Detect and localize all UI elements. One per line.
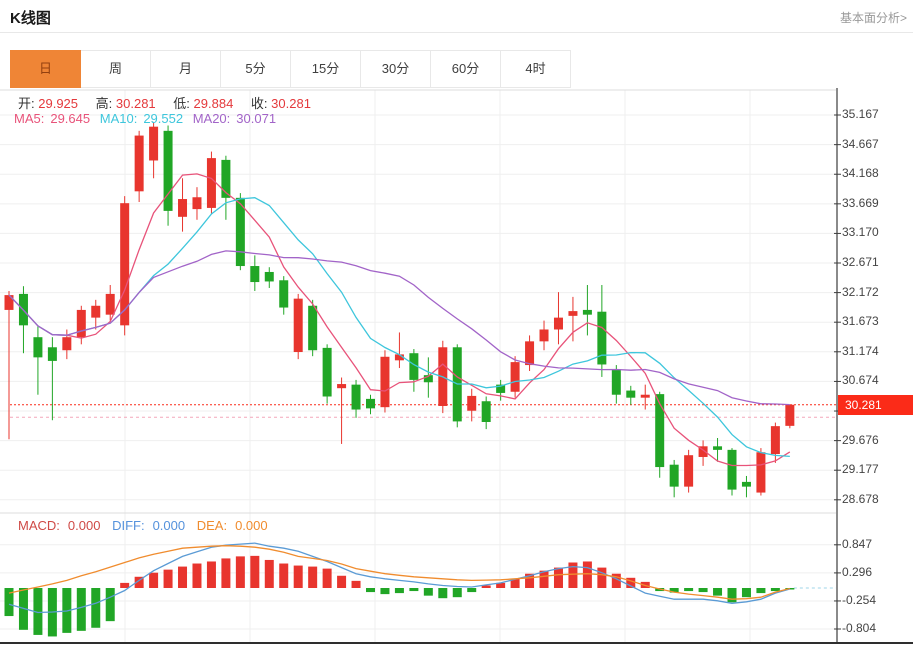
y-axis-label: 30.674 [842, 373, 879, 388]
tab-15min[interactable]: 15分 [291, 50, 361, 88]
dea-value: 0.000 [235, 518, 268, 533]
macd-legend: MACD: 0.000 DIFF: 0.000 DEA: 0.000 [18, 518, 276, 533]
title-divider [0, 32, 913, 33]
tab-30min[interactable]: 30分 [361, 50, 431, 88]
period-tab-bar: 日周月 5分 15分 30分 60分 4时 [10, 50, 571, 88]
close-value: 30.281 [271, 96, 311, 111]
tab-5min[interactable]: 5分 [221, 50, 291, 88]
y-axis-label: 31.673 [842, 314, 879, 329]
ma5-value: 29.645 [50, 111, 91, 126]
y-axis-label: 29.676 [842, 432, 879, 447]
high-label: 高: [95, 96, 113, 111]
y-axis-label: 31.174 [842, 343, 879, 358]
macd-value: 0.000 [67, 518, 101, 533]
y-axis-label: -0.804 [842, 621, 877, 635]
fundamental-analysis-link[interactable]: 基本面分析> [839, 11, 907, 25]
macd-label: MACD: [18, 518, 60, 533]
ma20-label: MA20: [192, 111, 231, 126]
dea-label: DEA: [196, 518, 228, 533]
tab-week[interactable]: 周 [81, 50, 151, 88]
ma20-value: 30.071 [236, 111, 277, 126]
y-axis-label: 34.168 [842, 166, 879, 181]
y-axis-label: 0.847 [842, 536, 873, 551]
y-axis-label: -0.254 [842, 592, 877, 607]
high-value: 30.281 [115, 96, 156, 111]
diff-label: DIFF: [112, 518, 145, 533]
y-axis-label: 35.167 [842, 107, 879, 121]
tab-60min[interactable]: 60分 [431, 50, 501, 88]
ma5-label: MA5: [14, 111, 45, 126]
y-axis-label: 33.170 [842, 225, 879, 240]
tab-month[interactable]: 月 [151, 50, 221, 88]
tab-day[interactable]: 日 [10, 50, 81, 88]
y-axis-label: 34.667 [842, 136, 879, 151]
ma10-value: 29.552 [143, 111, 184, 126]
ohlc-legend: 开: 29.925 高: 30.281 低: 29.884 收: 30.281 [18, 93, 325, 112]
low-label: 低: [173, 96, 190, 111]
diff-value: 0.000 [152, 518, 186, 533]
page-title: K线图 [10, 10, 51, 27]
tab-4hour[interactable]: 4时 [501, 50, 571, 88]
y-axis-label: 29.177 [842, 462, 879, 477]
y-axis-label: 28.678 [842, 491, 879, 506]
ma-legend: MA5: 29.645 MA10: 29.552 MA20: 30.071 [14, 111, 282, 126]
open-label: 开: [18, 96, 35, 111]
y-axis-label: 32.172 [842, 284, 879, 299]
low-value: 29.884 [193, 96, 234, 111]
ma10-label: MA10: [99, 111, 138, 126]
y-axis-label: 32.671 [842, 255, 879, 269]
open-value: 29.925 [38, 96, 79, 111]
y-axis-label: 33.669 [842, 195, 879, 210]
current-price-badge: 30.281 [838, 394, 913, 415]
y-axis-label: 0.296 [842, 564, 873, 579]
close-label: 收: [250, 96, 268, 111]
